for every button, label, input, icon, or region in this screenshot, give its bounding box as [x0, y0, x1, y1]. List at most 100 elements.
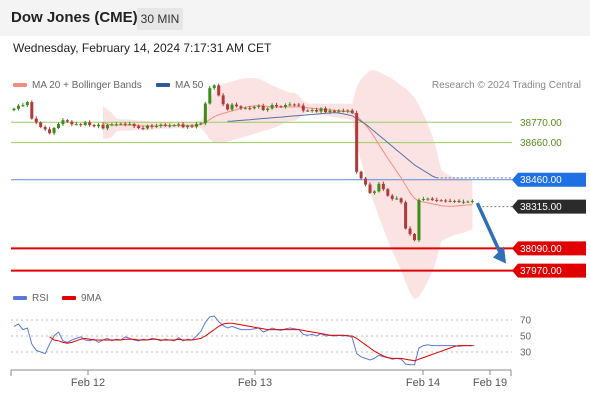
candle-body — [43, 127, 47, 130]
candle-body — [70, 121, 74, 125]
ma50-line — [227, 112, 437, 179]
candle-body — [146, 125, 149, 129]
level-label-0: 38770.00 — [520, 118, 562, 129]
candle-body — [132, 124, 136, 127]
candle-body — [199, 123, 203, 125]
candle-body — [25, 102, 29, 106]
level-label-bg-3 — [512, 199, 586, 214]
candle-body — [386, 189, 390, 196]
bollinger-swatch — [13, 83, 27, 88]
candle-body — [399, 198, 403, 203]
chart-header: Dow Jones (CME) 30 MIN — [0, 0, 590, 36]
candle-body — [461, 201, 465, 203]
candle-body — [381, 183, 385, 190]
candle-body — [395, 198, 399, 200]
candle-body — [163, 124, 167, 126]
candle-body — [172, 125, 176, 127]
x-tick-label-1: Feb 13 — [238, 377, 272, 389]
candle-body — [97, 124, 101, 127]
candle-body — [292, 104, 296, 106]
x-tick-label-0: Feb 12 — [71, 377, 105, 389]
legend-bollinger: MA 20 + Bollinger Bands — [13, 80, 142, 91]
candle-body — [283, 105, 287, 107]
rsi-tick-0: 70 — [520, 316, 532, 327]
candle-body — [417, 199, 421, 241]
level-label-3: 38315.00 — [520, 202, 562, 213]
rsi-ma-swatch — [62, 296, 76, 301]
candle-body — [221, 95, 225, 105]
candle-body — [57, 124, 60, 128]
candle-body — [110, 124, 114, 126]
candle-body — [101, 124, 105, 129]
candle-body — [105, 125, 109, 129]
candle-body — [61, 120, 65, 125]
x-tick-label-3: Feb 19 — [473, 377, 507, 389]
instrument-title: Dow Jones (CME) — [11, 9, 138, 26]
candle-body — [404, 202, 408, 229]
candle-body — [319, 108, 323, 112]
rsi-tick-2: 30 — [520, 348, 532, 359]
candle-body — [141, 127, 145, 129]
candle-body — [408, 228, 412, 235]
candle-body — [306, 110, 310, 112]
legend-bollinger-label: MA 20 + Bollinger Bands — [32, 80, 142, 91]
level-label-bg-4 — [512, 241, 586, 256]
forecast-arrow-shaft — [475, 202, 502, 254]
candle-body — [181, 124, 185, 128]
rsi-tick-1: 50 — [520, 332, 532, 343]
candle-body — [270, 105, 274, 109]
candle-body — [426, 198, 430, 200]
candle-body — [194, 124, 198, 127]
candle-body — [168, 125, 172, 127]
level-label-1: 38660.00 — [520, 138, 562, 149]
candle-body — [413, 234, 416, 241]
credit-text: Research © 2024 Trading Central — [431, 80, 581, 91]
timeframe-button[interactable]: 30 MIN — [137, 8, 183, 30]
candle-body — [466, 201, 470, 203]
legend-rsi-label: RSI — [32, 293, 49, 304]
candle-body — [30, 102, 34, 119]
candle-body — [355, 112, 359, 172]
candle-body — [453, 200, 457, 202]
candle-body — [261, 105, 265, 111]
rsi-line — [13, 315, 473, 366]
candle-body — [123, 123, 127, 125]
candle-body — [457, 200, 461, 202]
candle-body — [341, 110, 345, 112]
candle-body — [252, 106, 256, 109]
candle-body — [217, 85, 221, 96]
candle-body — [12, 108, 16, 111]
forecast-arrow-head — [493, 246, 506, 264]
chart-datetime: Wednesday, February 14, 2024 7:17:31 AM … — [13, 41, 272, 55]
candle-body — [301, 105, 305, 111]
candle-body — [119, 123, 123, 125]
candle-body — [150, 125, 154, 127]
rsi-ma-line — [49, 322, 473, 362]
legend-ma50-label: MA 50 — [175, 80, 204, 91]
ma50-swatch — [156, 83, 170, 88]
candle-body — [79, 124, 83, 126]
level-label-bg-5 — [512, 263, 586, 278]
candle-body — [65, 120, 69, 122]
candle-body — [137, 126, 141, 128]
candle-body — [235, 104, 238, 107]
candle-body — [186, 125, 190, 128]
candle-body — [310, 110, 314, 112]
candle-body — [257, 105, 261, 107]
candle-body — [74, 124, 78, 126]
candle-body — [288, 104, 292, 106]
level-label-bg-2 — [512, 172, 586, 187]
candle-body — [324, 108, 327, 113]
candle-body — [243, 108, 247, 110]
candle-body — [239, 106, 243, 109]
candle-body — [430, 198, 434, 200]
candle-body — [21, 105, 25, 107]
candle-body — [275, 105, 279, 107]
candle-body — [266, 108, 270, 111]
candle-body — [372, 191, 376, 193]
candle-body — [212, 85, 216, 89]
candle-body — [346, 110, 350, 112]
legend-rsi-ma-label: 9MA — [81, 293, 102, 304]
candle-body — [368, 184, 372, 193]
